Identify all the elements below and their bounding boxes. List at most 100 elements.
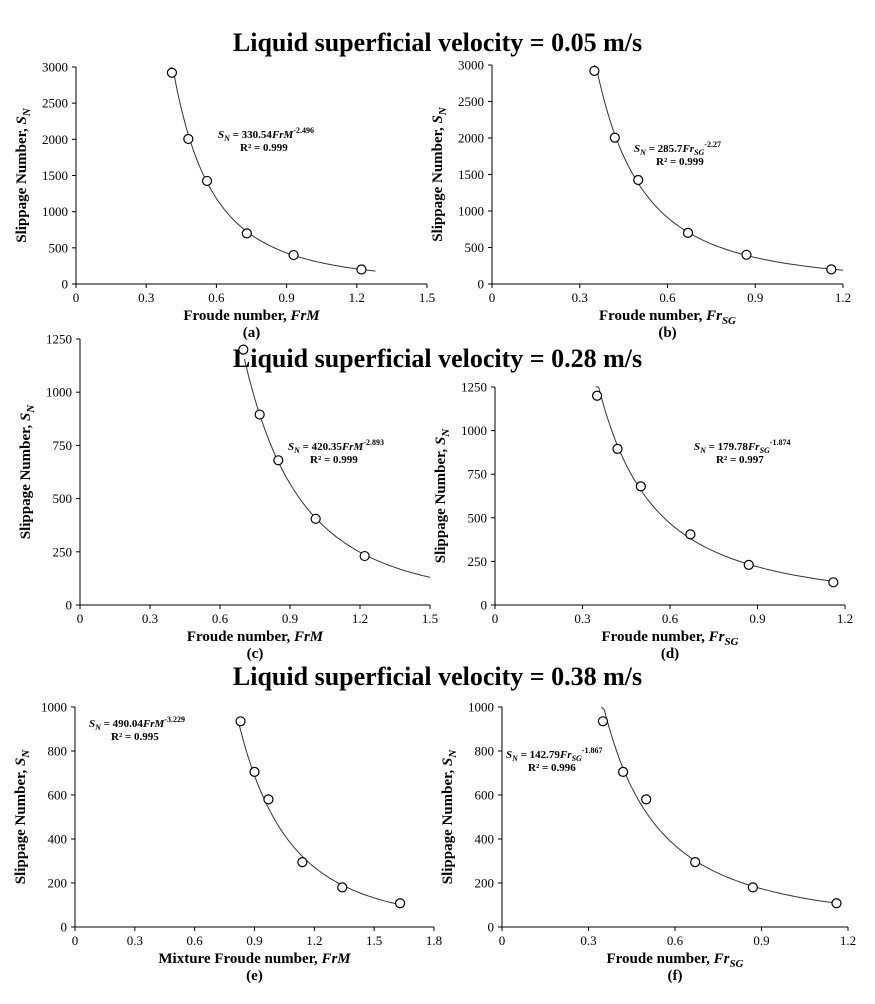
- x-tick-label: 0.9: [753, 933, 769, 948]
- data-point: [249, 766, 260, 778]
- data-point: [747, 882, 758, 893]
- data-point: [235, 716, 246, 727]
- y-axis-label-d: Slippage Number, SN: [433, 428, 452, 564]
- y-tick-label: 750: [468, 467, 488, 482]
- section-title-1: Liquid superficial velocity = 0.05 m/s: [232, 28, 643, 57]
- chart-f: 0 0.3 0.6 0.9 1.2 0 200 400 600 800 1000 SN = 142.7…: [440, 700, 856, 985]
- y-tick-label: 400: [475, 832, 495, 847]
- x-tick-label: 0.9: [749, 611, 765, 626]
- y-tick-label: 600: [48, 788, 68, 803]
- x-axis-label-a: Froude number, FrM: [183, 308, 320, 324]
- fit-equation-a: SN = 330.54FrM-2.496: [218, 126, 314, 143]
- y-tick-label: 0: [66, 598, 73, 613]
- x-tick-label: 0.6: [208, 290, 225, 305]
- x-tick-label: 0: [73, 290, 80, 305]
- chart-a: 0 0.3 0.6 0.9 1.2 1.5 0 500 1000 1500 2000 2500 3000…: [14, 60, 435, 342]
- y-tick-label: 800: [48, 744, 68, 759]
- y-tick-label: 0: [61, 920, 68, 935]
- x-tick-label: 0.6: [659, 290, 676, 305]
- data-point: [597, 716, 609, 727]
- y-tick-label: 600: [475, 788, 495, 803]
- r-squared-a: R² = 0.999: [240, 142, 288, 154]
- r-squared-d: R² = 0.997: [716, 454, 764, 466]
- data-point: [201, 175, 213, 187]
- fit-equation-f: SN = 142.79FrSG-1.867: [506, 746, 602, 763]
- chart-c: 0 0.3 0.6 0.9 1.2 1.5 0 250 500 750 1000 1250 SN = 4…: [18, 332, 438, 663]
- data-point: [589, 65, 600, 76]
- panel-label-a: (a): [243, 325, 261, 341]
- y-tick-label: 250: [53, 544, 73, 559]
- y-tick-label: 500: [53, 491, 73, 506]
- y-tick-label: 1250: [461, 380, 487, 395]
- data-point: [297, 856, 308, 868]
- panel-label-f: (f): [668, 968, 683, 984]
- y-axis-label-e: Slippage Number, SN: [13, 749, 32, 885]
- y-axis-label-f: Slippage Number, SN: [440, 749, 459, 885]
- y-tick-label: 1000: [46, 385, 72, 400]
- data-point: [238, 344, 249, 355]
- data-point: [831, 898, 842, 909]
- x-tick-label: 0.9: [246, 933, 262, 948]
- data-point: [612, 443, 623, 455]
- y-tick-label: 250: [468, 554, 488, 569]
- y-tick-label: 2500: [458, 94, 484, 109]
- x-tick-label: 1.2: [306, 933, 322, 948]
- data-point: [743, 559, 754, 570]
- panel-label-e: (e): [246, 968, 263, 984]
- x-tick-label: 1.2: [352, 611, 368, 626]
- fit-curve-c: [244, 358, 431, 578]
- data-point: [635, 481, 646, 492]
- fit-curve-a: [170, 66, 376, 272]
- r-squared-f: R² = 0.996: [528, 762, 576, 774]
- data-point: [826, 264, 837, 275]
- x-tick-label: 0.9: [747, 290, 763, 305]
- y-tick-label: 0: [62, 277, 69, 292]
- y-tick-label: 200: [475, 876, 495, 891]
- x-tick-label: 0.6: [187, 933, 204, 948]
- x-axis-label-d: Froude number, FrSG: [601, 629, 738, 648]
- fit-curve-b: [593, 64, 844, 271]
- section-title-2: Liquid superficial velocity = 0.28 m/s: [232, 344, 643, 373]
- data-point: [288, 249, 299, 261]
- r-squared-b: R² = 0.999: [656, 156, 704, 168]
- x-tick-label: 0.9: [278, 290, 294, 305]
- x-tick-label: 1.8: [426, 933, 442, 948]
- data-point: [591, 390, 603, 401]
- x-tick-label: 0: [492, 611, 499, 626]
- x-tick-label: 0.3: [142, 611, 158, 626]
- data-point: [310, 513, 321, 524]
- y-tick-label: 800: [475, 744, 495, 759]
- section-title-3: Liquid superficial velocity = 0.38 m/s: [232, 662, 643, 691]
- x-tick-label: 0.3: [572, 290, 588, 305]
- y-tick-label: 2000: [458, 131, 484, 146]
- x-tick-label: 0.3: [138, 290, 154, 305]
- x-tick-label: 1.5: [422, 611, 438, 626]
- fit-curve-d: [595, 386, 834, 582]
- panel-label-c: (c): [247, 646, 264, 662]
- data-point: [263, 794, 274, 805]
- fit-curve-f: [601, 706, 837, 904]
- data-point: [356, 264, 367, 275]
- x-axis-label-e: Mixture Froude number, FrM: [158, 951, 351, 967]
- data-point: [273, 455, 284, 466]
- x-tick-label: 0.6: [212, 611, 229, 626]
- data-point: [254, 409, 265, 420]
- x-tick-label: 1.2: [835, 290, 851, 305]
- chart-e: 0 0.3 0.6 0.9 1.2 1.5 1.8 0 200 400 600 800 1000 SN =…: [13, 700, 442, 985]
- x-tick-label: 0: [499, 933, 506, 948]
- data-point: [359, 550, 370, 562]
- data-point: [609, 132, 620, 143]
- x-tick-label: 0: [72, 933, 79, 948]
- y-tick-label: 500: [468, 510, 488, 525]
- data-point: [394, 898, 406, 909]
- data-point: [741, 249, 752, 260]
- fit-equation-d: SN = 179.78FrSG-1.874: [694, 438, 790, 455]
- x-tick-label: 0.6: [662, 611, 679, 626]
- x-tick-label: 0.3: [574, 611, 590, 626]
- y-tick-label: 0: [481, 598, 488, 613]
- y-tick-label: 2000: [42, 132, 68, 147]
- y-tick-label: 1000: [461, 423, 487, 438]
- data-point: [682, 227, 694, 238]
- data-point: [241, 228, 252, 239]
